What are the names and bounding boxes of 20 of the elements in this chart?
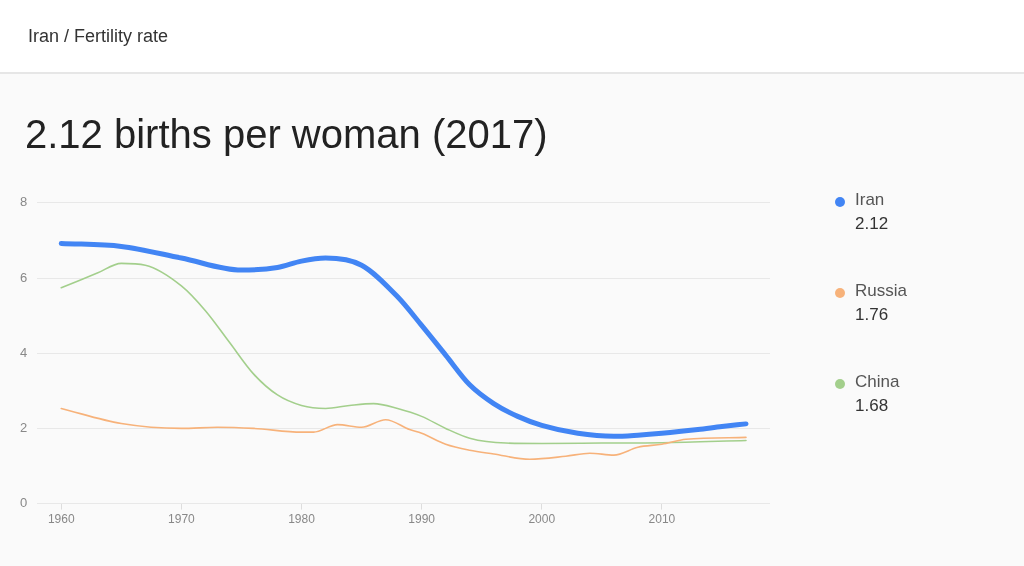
x-tick-label: 1970 bbox=[168, 512, 196, 527]
x-tick-label: 2000 bbox=[528, 512, 556, 527]
line-series bbox=[60, 407, 747, 461]
legend-label: China bbox=[855, 372, 900, 392]
x-tick-label: 1980 bbox=[288, 512, 316, 527]
chart-subtitle: Iran / Fertility rate bbox=[28, 26, 169, 47]
y-tick-label: 2 bbox=[20, 419, 28, 435]
y-tick-label: 6 bbox=[20, 269, 28, 285]
text: 1.76 bbox=[855, 305, 889, 325]
x-tick-label: 2010 bbox=[648, 512, 676, 527]
text: 1.68 bbox=[855, 396, 889, 416]
x-tick-label: 1990 bbox=[408, 512, 436, 527]
legend-label: Russia bbox=[855, 281, 907, 301]
x-tick-label: 1960 bbox=[47, 512, 75, 527]
y-tick-label: 8 bbox=[20, 194, 28, 210]
text: 2.12 bbox=[855, 214, 889, 234]
chart-title: 2.12 births per woman (2017) bbox=[25, 112, 548, 157]
y-tick-label: 0 bbox=[20, 495, 28, 511]
y-tick-label: 4 bbox=[20, 344, 28, 360]
legend-label: Iran bbox=[855, 190, 885, 210]
